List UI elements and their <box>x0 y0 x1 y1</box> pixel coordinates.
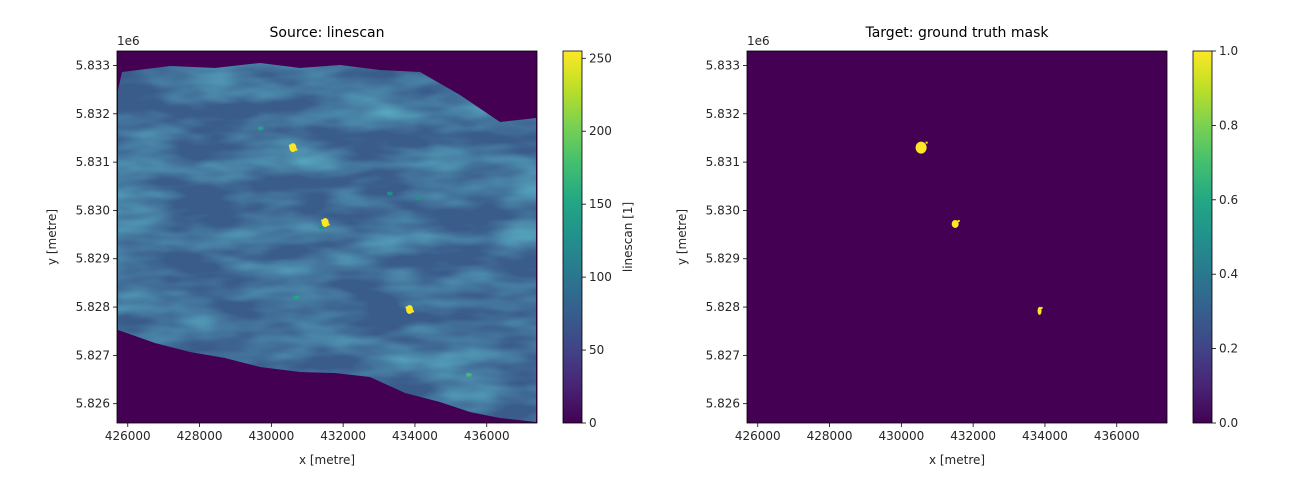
x-axis-ticks: 426000 428000 430000 432000 434000 436000 <box>105 423 510 443</box>
mask-spot-pixel <box>925 141 928 144</box>
colorbar-tick-label: 1.0 <box>1219 44 1238 58</box>
fire-hotspot <box>321 218 329 228</box>
x-tick-label: 428000 <box>807 429 853 443</box>
faint-hotspot <box>257 126 264 131</box>
x-tick-label: 432000 <box>320 429 366 443</box>
plot-source-linescan: Source: linescan 1e6 426000 428000 430000 4… <box>45 25 635 467</box>
x-axis-ticks: 426000 428000 430000 432000 434000 436000 <box>735 423 1140 443</box>
faint-hotspot <box>318 225 325 230</box>
x-tick-label: 436000 <box>1094 429 1140 443</box>
colorbar-tick-label: 200 <box>589 124 612 138</box>
hotspots-layer <box>257 126 472 377</box>
mask-spot-pixel <box>957 219 960 222</box>
fire-hotspot <box>289 143 297 153</box>
y-tick-label: 5.832 <box>706 107 740 121</box>
linescan-swath <box>118 63 536 422</box>
x-tick-label: 428000 <box>177 429 223 443</box>
mask-spot <box>951 219 959 228</box>
x-tick-label: 430000 <box>878 429 924 443</box>
colorbar-tick-label: 0 <box>589 416 597 430</box>
y-tick-label: 5.826 <box>76 397 110 411</box>
colorbar <box>562 50 583 424</box>
fire-hotspot <box>406 304 414 314</box>
y-tick-label: 5.831 <box>76 155 110 169</box>
colorbar-tick-label: 0.6 <box>1219 193 1238 207</box>
faint-hotspot <box>293 295 300 300</box>
colorbar <box>1192 50 1213 424</box>
plot-frame <box>746 50 1168 424</box>
colorbar-ticks: 0 50 100 150 200 250 <box>582 51 612 430</box>
y-tick-label: 5.827 <box>76 348 110 362</box>
y-tick-label: 5.827 <box>706 348 740 362</box>
y-tick-label: 5.830 <box>76 203 110 217</box>
fire-hotspot-pixel <box>321 219 324 222</box>
fire-hotspot-pixel <box>327 223 330 226</box>
y-tick-label: 5.830 <box>706 203 740 217</box>
plot-area <box>747 51 1167 423</box>
y-axis-label: y [metre] <box>675 209 689 265</box>
fire-hotspot-pixel <box>288 144 291 147</box>
y-offset-label: 1e6 <box>747 34 770 48</box>
y-tick-label: 5.831 <box>706 155 740 169</box>
plot-target-mask: Target: ground truth mask 1e6 426000 4280… <box>675 25 1238 467</box>
colorbar-tick-label: 150 <box>589 197 612 211</box>
x-tick-label: 434000 <box>392 429 438 443</box>
fire-hotspot-pixel <box>412 310 415 313</box>
y-tick-label: 5.828 <box>76 300 110 314</box>
colorbar-tick-label: 100 <box>589 270 612 284</box>
y-offset-label: 1e6 <box>117 34 140 48</box>
x-tick-label: 426000 <box>105 429 151 443</box>
fire-hotspot-pixel <box>405 306 408 309</box>
y-tick-label: 5.829 <box>706 252 740 266</box>
x-axis-label: x [metre] <box>929 453 985 467</box>
y-tick-label: 5.829 <box>76 252 110 266</box>
y-axis-label: y [metre] <box>45 209 59 265</box>
mask-spot <box>915 141 927 154</box>
faint-hotspot <box>465 372 472 377</box>
x-tick-label: 436000 <box>464 429 510 443</box>
fire-hotspot-pixel <box>295 148 298 151</box>
x-tick-label: 426000 <box>735 429 781 443</box>
y-tick-label: 5.832 <box>76 107 110 121</box>
colorbar-tick-label: 50 <box>589 343 604 357</box>
x-tick-label: 430000 <box>248 429 294 443</box>
y-tick-label: 5.833 <box>76 58 110 72</box>
colorbar-ticks: 0.0 0.2 0.4 0.6 0.8 1.0 <box>1212 44 1238 430</box>
colorbar-tick-label: 0.0 <box>1219 416 1238 430</box>
x-tick-label: 432000 <box>950 429 996 443</box>
mask-spots-layer <box>915 141 1043 315</box>
x-tick-label: 434000 <box>1022 429 1068 443</box>
faint-hotspot <box>386 191 393 196</box>
colorbar-tick-label: 250 <box>589 51 612 65</box>
y-axis-ticks: 5.826 5.827 5.828 5.829 5.830 5.831 5.832 5.833 <box>76 58 117 411</box>
colorbar-label: linescan [1] <box>621 202 635 272</box>
mask-spot-pixel <box>1040 306 1043 309</box>
y-tick-label: 5.826 <box>706 397 740 411</box>
x-axis-label: x [metre] <box>299 453 355 467</box>
y-tick-label: 5.833 <box>706 58 740 72</box>
plot-frame <box>116 50 538 424</box>
y-tick-label: 5.828 <box>706 300 740 314</box>
colorbar-tick-label: 0.4 <box>1219 267 1238 281</box>
colorbar-tick-label: 0.2 <box>1219 342 1238 356</box>
colorbar-tick-label: 0.8 <box>1219 118 1238 132</box>
plot-title: Source: linescan <box>270 25 385 41</box>
plot-title: Target: ground truth mask <box>864 25 1049 41</box>
faint-hotspot <box>415 196 422 201</box>
y-axis-ticks: 5.826 5.827 5.828 5.829 5.830 5.831 5.832 5.833 <box>706 58 747 411</box>
